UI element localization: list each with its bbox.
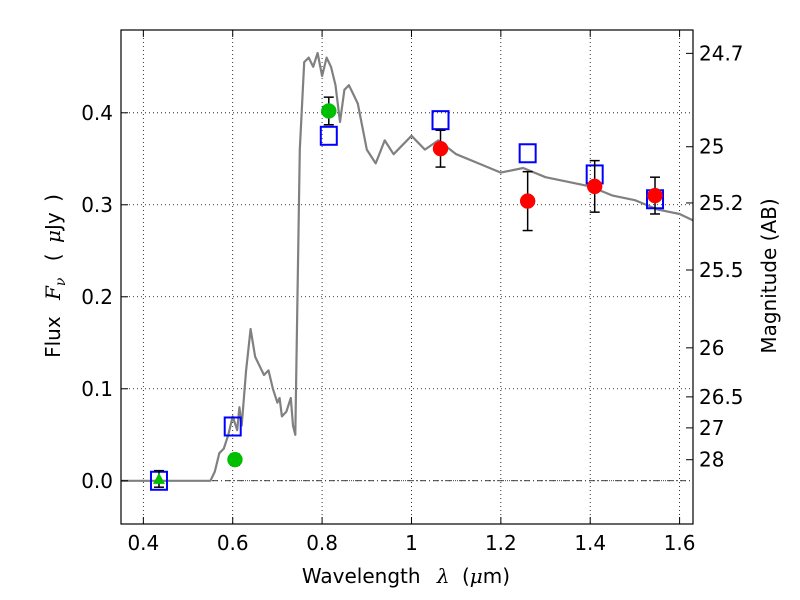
- x-tick-label: 0.8: [306, 531, 338, 555]
- y-tick-label: 0.0: [81, 469, 113, 493]
- data-series: [121, 51, 694, 491]
- y2-tick-label: 24.7: [699, 41, 744, 65]
- y2-axis-title: Magnitude (AB): [757, 198, 781, 353]
- y-tick-label: 0.4: [81, 101, 113, 125]
- x-axis-title-open: (: [462, 564, 470, 588]
- y-axis-title-unit: Jy: [41, 212, 65, 232]
- x-axis-title-unit-symbol: μ: [470, 564, 483, 588]
- y-axis-title-close: ): [41, 194, 65, 202]
- x-axis-title-unit: m: [483, 564, 502, 588]
- y2-tick-label: 27: [699, 416, 724, 440]
- x-tick-label: 1.6: [664, 531, 696, 555]
- y2-tick-label: 28: [699, 448, 724, 472]
- photometry-square-point: [223, 416, 242, 437]
- y2-tick-label: 25.5: [699, 258, 744, 282]
- photometry-square-point: [431, 110, 450, 131]
- x-tick-label: 1: [405, 531, 418, 555]
- axis-ticks: 0.4 0.6 0.8 1 1.2 1.4 1.6 0.0 0.1 0.2 0.3 0.4 24.7 25…: [81, 30, 744, 555]
- y2-tick-label: 25: [699, 135, 724, 159]
- photometry-circle-point: [647, 187, 663, 204]
- x-axis-title: Wavelength λ (μm): [302, 564, 510, 588]
- y-axis-title: Flux Fν ( μJy ): [41, 194, 70, 358]
- y-axis-title-unit-symbol: μ: [41, 230, 65, 243]
- photometry-square-point: [319, 125, 338, 146]
- photometry-circle-point: [321, 103, 337, 119]
- x-tick-label: 1.2: [485, 531, 517, 555]
- y2-tick-label: 25.2: [699, 191, 744, 215]
- photometry-circle-point: [227, 451, 243, 468]
- photometry-circle-point: [519, 193, 536, 209]
- y-tick-label: 0.3: [81, 193, 113, 217]
- grid-lines: [121, 30, 693, 524]
- x-tick-label: 0.6: [217, 531, 249, 555]
- x-axis-title-close: ): [502, 564, 510, 588]
- x-tick-label: 0.4: [127, 531, 159, 555]
- y-axis-title-open: (: [41, 253, 65, 261]
- y-axis-title-symbol: F: [41, 285, 65, 301]
- x-tick-label: 1.4: [574, 531, 606, 555]
- y2-tick-label: 26.5: [699, 385, 744, 409]
- y-tick-label: 0.2: [81, 285, 113, 309]
- plot-frame: [120, 29, 694, 525]
- x-axis-title-prefix: Wavelength: [302, 564, 421, 588]
- photometry-triangle-point: [152, 472, 165, 484]
- photometry-square-point: [518, 143, 537, 164]
- photometry-circle-point: [432, 140, 449, 157]
- y-tick-label: 0.1: [81, 377, 113, 401]
- model-spectrum-line: [121, 51, 694, 482]
- y-axis-title-subscript: ν: [53, 277, 69, 286]
- photometry-circle-point: [586, 178, 603, 195]
- y-axis-title-prefix: Flux: [41, 316, 65, 358]
- x-axis-title-symbol: λ: [436, 564, 450, 588]
- y2-tick-label: 26: [699, 336, 724, 360]
